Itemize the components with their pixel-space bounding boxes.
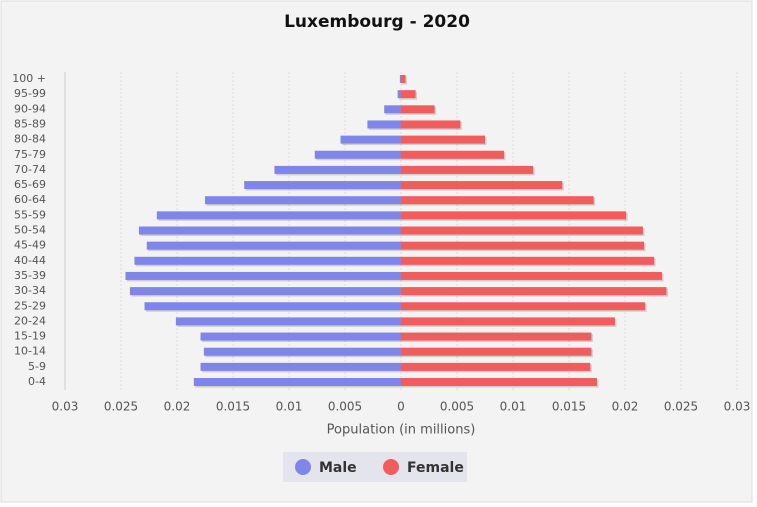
bar (401, 271, 662, 280)
x-tick-label: 0.01 (500, 400, 527, 414)
y-tick-label: 90-94 (14, 102, 46, 115)
bar (146, 241, 401, 250)
bar (193, 378, 401, 386)
bar (401, 317, 615, 326)
bar (134, 256, 401, 265)
bar (401, 196, 594, 205)
y-tick-label: 45-49 (14, 239, 46, 252)
y-tick-label: 55-59 (14, 208, 46, 221)
y-tick-label: 100 + (12, 72, 46, 85)
bar (401, 332, 592, 341)
bar (401, 302, 646, 311)
y-tick-label: 5-9 (28, 360, 46, 373)
bar (401, 135, 485, 144)
bar (401, 150, 505, 159)
bar (200, 362, 401, 371)
bar (401, 378, 597, 386)
y-tick-label: 35-39 (14, 269, 46, 282)
x-tick-label: 0.03 (724, 400, 751, 414)
y-tick-label: 20-24 (14, 314, 46, 327)
bar (401, 226, 643, 235)
y-tick-label: 80-84 (14, 133, 46, 146)
bar (205, 196, 401, 205)
x-tick-label: 0.025 (664, 400, 698, 414)
y-tick-label: 40-44 (14, 254, 46, 267)
x-tick-label: 0.025 (104, 400, 138, 414)
bar (367, 120, 401, 129)
bar (244, 181, 401, 190)
bar (175, 317, 401, 326)
x-axis-title: Population (in millions) (327, 423, 476, 438)
bar (401, 105, 435, 114)
bar (401, 165, 534, 174)
bar (401, 347, 592, 356)
bar (397, 90, 401, 99)
y-tick-label: 60-64 (14, 193, 46, 206)
bar (401, 256, 655, 265)
x-tick-label: 0.01 (276, 400, 303, 414)
legend-label: Female (407, 460, 464, 476)
x-tick-label: 0.015 (552, 400, 586, 414)
bar (401, 75, 406, 83)
y-tick-label: 30-34 (14, 284, 46, 297)
x-tick-label: 0.005 (440, 400, 474, 414)
y-tick-label: 50-54 (14, 224, 46, 237)
bar (340, 135, 401, 144)
legend (283, 452, 467, 482)
y-tick-label: 70-74 (14, 163, 46, 176)
bar (144, 302, 401, 311)
chart-title: Luxembourg - 2020 (284, 12, 470, 32)
y-tick-label: 0-4 (28, 375, 46, 388)
bar (274, 165, 401, 174)
y-tick-label: 65-69 (14, 178, 46, 191)
bar (401, 287, 667, 296)
bar (401, 181, 563, 190)
bar (384, 105, 401, 114)
bar (401, 362, 591, 371)
x-tick-label: 0.015 (216, 400, 250, 414)
bar (401, 241, 645, 250)
bar (401, 90, 416, 99)
legend-marker (383, 459, 399, 475)
x-tick-label: 0.005 (328, 400, 362, 414)
bar (125, 271, 401, 280)
y-tick-label: 15-19 (14, 330, 46, 343)
bar (401, 120, 461, 129)
x-tick-label: 0.02 (164, 400, 191, 414)
y-tick-label: 75-79 (14, 148, 46, 161)
bar (129, 287, 401, 296)
x-tick-label: 0 (397, 400, 405, 414)
bar (200, 332, 401, 341)
y-tick-label: 25-29 (14, 299, 46, 312)
y-tick-label: 85-89 (14, 117, 46, 130)
x-tick-label: 0.03 (52, 400, 79, 414)
bar (314, 150, 401, 159)
bar (156, 211, 401, 220)
legend-label: Male (319, 460, 357, 476)
bar (138, 226, 402, 235)
bar (399, 75, 401, 83)
bar (203, 347, 401, 356)
legend-marker (295, 459, 311, 475)
bar (401, 211, 627, 220)
x-tick-label: 0.02 (612, 400, 639, 414)
y-tick-label: 10-14 (14, 345, 46, 358)
y-tick-label: 95-99 (14, 87, 46, 100)
